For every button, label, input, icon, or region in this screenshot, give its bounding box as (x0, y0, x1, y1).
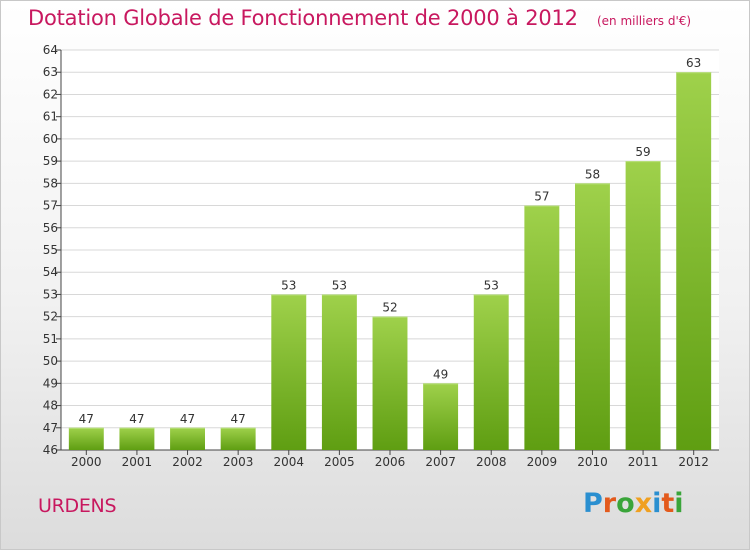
x-tick-label: 2005 (324, 455, 355, 469)
y-tick-label: 59 (43, 154, 58, 168)
bar (473, 294, 509, 450)
bar (574, 183, 610, 451)
logo-letter: i (674, 488, 684, 519)
chart-title: Dotation Globale de Fonctionnement de 20… (28, 6, 691, 30)
x-tick-label: 2001 (122, 455, 153, 469)
y-tick-label: 60 (43, 132, 58, 146)
logo-letter: r (602, 488, 617, 519)
y-tick-label: 51 (43, 332, 58, 346)
bar (524, 205, 560, 450)
logo-letter: t (661, 488, 675, 519)
bar (119, 427, 155, 450)
y-tick-label: 62 (43, 87, 58, 101)
y-tick-label: 64 (43, 43, 58, 57)
bar-value-label: 53 (281, 278, 296, 292)
logo-letter: o (616, 488, 635, 519)
bar (676, 72, 712, 450)
x-tick-label: 2008 (476, 455, 507, 469)
x-tick-label: 2006 (375, 455, 406, 469)
y-tick-label: 55 (43, 243, 58, 257)
y-tick-label: 46 (43, 443, 58, 457)
y-tick-label: 47 (43, 421, 58, 435)
y-tick-label: 56 (43, 221, 58, 235)
bar-value-label: 53 (332, 278, 347, 292)
y-tick-label: 61 (43, 110, 58, 124)
y-tick-label: 58 (43, 176, 58, 190)
proxiti-logo: Proxiti (583, 488, 684, 519)
bar-value-label: 47 (79, 412, 94, 426)
x-tick-label: 2002 (172, 455, 203, 469)
bar (372, 316, 408, 450)
bar (68, 427, 104, 450)
x-tick-label: 2009 (527, 455, 558, 469)
bar (170, 427, 206, 450)
bar (220, 427, 256, 450)
y-tick-label: 49 (43, 376, 58, 390)
bar-value-label: 59 (635, 145, 650, 159)
bar (625, 161, 661, 450)
bar-value-label: 63 (686, 56, 701, 70)
y-tick-label: 63 (43, 65, 58, 79)
y-tick-label: 48 (43, 399, 58, 413)
bar-value-label: 47 (231, 412, 246, 426)
bar-value-label: 47 (129, 412, 144, 426)
x-tick-label: 2010 (577, 455, 608, 469)
bar-value-label: 47 (180, 412, 195, 426)
bar-value-label: 49 (433, 367, 448, 381)
logo-letter: x (634, 488, 653, 519)
logo-letter: i (652, 488, 662, 519)
bar (321, 294, 357, 450)
y-tick-label: 52 (43, 310, 58, 324)
chart-title-text: Dotation Globale de Fonctionnement de 20… (28, 6, 578, 30)
y-tick-label: 54 (43, 265, 58, 279)
x-tick-label: 2007 (425, 455, 456, 469)
commune-name: URDENS (38, 495, 117, 517)
y-tick-label: 50 (43, 354, 58, 368)
bar (423, 383, 459, 450)
x-tick-label: 2000 (71, 455, 102, 469)
x-tick-label: 2004 (273, 455, 304, 469)
bar-value-label: 57 (534, 190, 549, 204)
y-tick-label: 57 (43, 199, 58, 213)
bar-value-label: 58 (585, 167, 600, 181)
bar-value-label: 52 (382, 301, 397, 315)
logo-letter: P (583, 488, 603, 519)
unit-label: (en milliers d'€) (596, 14, 692, 28)
x-tick-label: 2003 (223, 455, 254, 469)
bar (271, 294, 307, 450)
x-tick-label: 2012 (678, 455, 709, 469)
x-tick-label: 2011 (628, 455, 659, 469)
bar-value-label: 53 (484, 278, 499, 292)
y-tick-label: 53 (43, 287, 58, 301)
